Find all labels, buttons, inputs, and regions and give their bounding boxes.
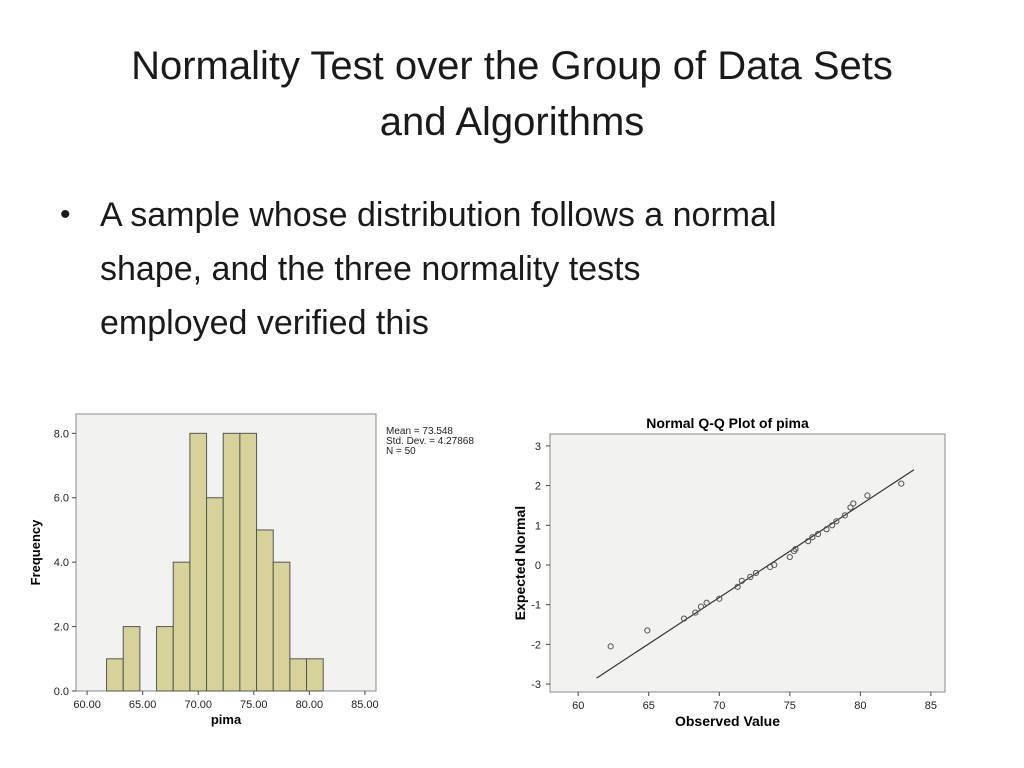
title-line-2: and Algorithms: [379, 100, 645, 144]
histogram-bar: [222, 432, 241, 692]
x-axis-label: Observed Value: [675, 713, 780, 729]
x-tick-label: 75.00: [240, 699, 268, 711]
qq-data-point: [809, 534, 816, 541]
x-tick-label: 65: [643, 700, 655, 712]
qq-data-point: [833, 518, 840, 525]
qq-data-point: [747, 573, 754, 580]
y-axis-label: Expected Normal: [512, 506, 528, 620]
x-tick-label: 80: [854, 700, 866, 712]
bullet-dot-icon: •: [60, 198, 71, 231]
qq-plot-chart: Normal Q-Q Plot of pima -3 -2 -1 0 1 2 3 60 65 70 7…: [512, 415, 946, 729]
histogram-bar: [272, 561, 291, 692]
y-tick-label: -1: [531, 600, 541, 612]
histogram-chart: 0.0 2.0 4.0 6.0 8.0 60.00 65.00 70.00 75.00 80.00…: [28, 413, 474, 727]
y-tick-label: 4.0: [54, 557, 69, 569]
x-tick-label: 80.00: [296, 699, 324, 711]
y-tick-label: 0: [535, 560, 541, 572]
bullet-line-1: A sample whose distribution follows a no…: [100, 196, 777, 234]
y-tick-label: 2: [535, 481, 541, 493]
histogram-bar: [106, 658, 124, 692]
qq-data-point: [792, 546, 799, 553]
qq-data-point: [786, 553, 793, 561]
y-tick-label: 3: [535, 441, 541, 453]
y-tick-label: 2.0: [54, 622, 69, 634]
x-tick-label: 70: [713, 700, 725, 712]
qq-data-point: [864, 492, 871, 499]
y-axis-label: Frequency: [28, 519, 43, 586]
histogram-bar: [289, 658, 308, 692]
stats-label: N = 50: [386, 446, 416, 457]
stats-label: Mean = 73.548: [386, 426, 453, 437]
qq-data-point: [823, 526, 830, 533]
qq-data-point: [841, 512, 848, 519]
qq-data-point: [703, 599, 710, 606]
qq-data-point: [692, 609, 699, 616]
bullet-line-3: employed verified this: [100, 304, 429, 342]
x-tick-label: 70.00: [184, 699, 212, 711]
slide-title: Normality Test over the Group of Data Se…: [60, 38, 964, 150]
qq-data-point: [607, 643, 614, 650]
qq-data-point: [697, 603, 705, 610]
qq-data-point: [771, 561, 778, 569]
y-tick-label: 8.0: [54, 428, 69, 440]
x-tick-label: 65.00: [129, 699, 157, 711]
x-axis-label: pima: [211, 712, 242, 727]
qq-data-point: [898, 480, 905, 487]
y-tick-label: -2: [531, 639, 541, 651]
x-tick-label: 60.00: [73, 699, 101, 711]
qq-data-point: [738, 577, 745, 584]
qq-data-point: [814, 530, 822, 538]
histogram-bar: [256, 529, 274, 692]
y-tick-label: 0.0: [54, 686, 69, 698]
x-tick-label: 85: [925, 700, 937, 712]
y-tick-label: 1: [535, 520, 541, 532]
qq-data-point: [716, 595, 723, 602]
qq-data-point: [850, 500, 857, 507]
qq-data-point: [644, 627, 651, 634]
qq-data-point: [805, 538, 812, 545]
histogram-bar: [172, 561, 191, 692]
bullet-line-2: shape, and the three normality tests: [100, 250, 641, 288]
bullet-item: • A sample whose distribution follows a …: [56, 188, 976, 350]
bullet-list: • A sample whose distribution follows a …: [56, 188, 976, 350]
histogram-bar: [306, 658, 324, 692]
histogram-bar: [206, 497, 224, 692]
qq-plot-area: [549, 433, 946, 693]
x-tick-label: 60: [572, 700, 584, 712]
x-tick-label: 75: [784, 700, 796, 712]
x-tick-label: 85.00: [351, 699, 379, 711]
qq-data-point: [680, 615, 688, 622]
y-tick-label: 6.0: [54, 493, 69, 505]
qq-plot-title: Normal Q-Q Plot of pima: [646, 415, 809, 431]
histogram-bar: [189, 432, 208, 692]
histogram-bar: [122, 626, 141, 692]
histogram-bar: [156, 626, 174, 692]
qq-data-point: [752, 569, 760, 577]
histogram-bar: [239, 432, 258, 692]
title-line-1: Normality Test over the Group of Data Se…: [131, 44, 893, 88]
qq-data-point: [734, 583, 741, 590]
qq-data-point: [829, 522, 836, 529]
stats-label: Std. Dev. = 4.27868: [386, 436, 474, 447]
reference-line: [596, 469, 915, 679]
y-tick-label: -3: [531, 679, 541, 691]
qq-data-point: [847, 504, 854, 511]
